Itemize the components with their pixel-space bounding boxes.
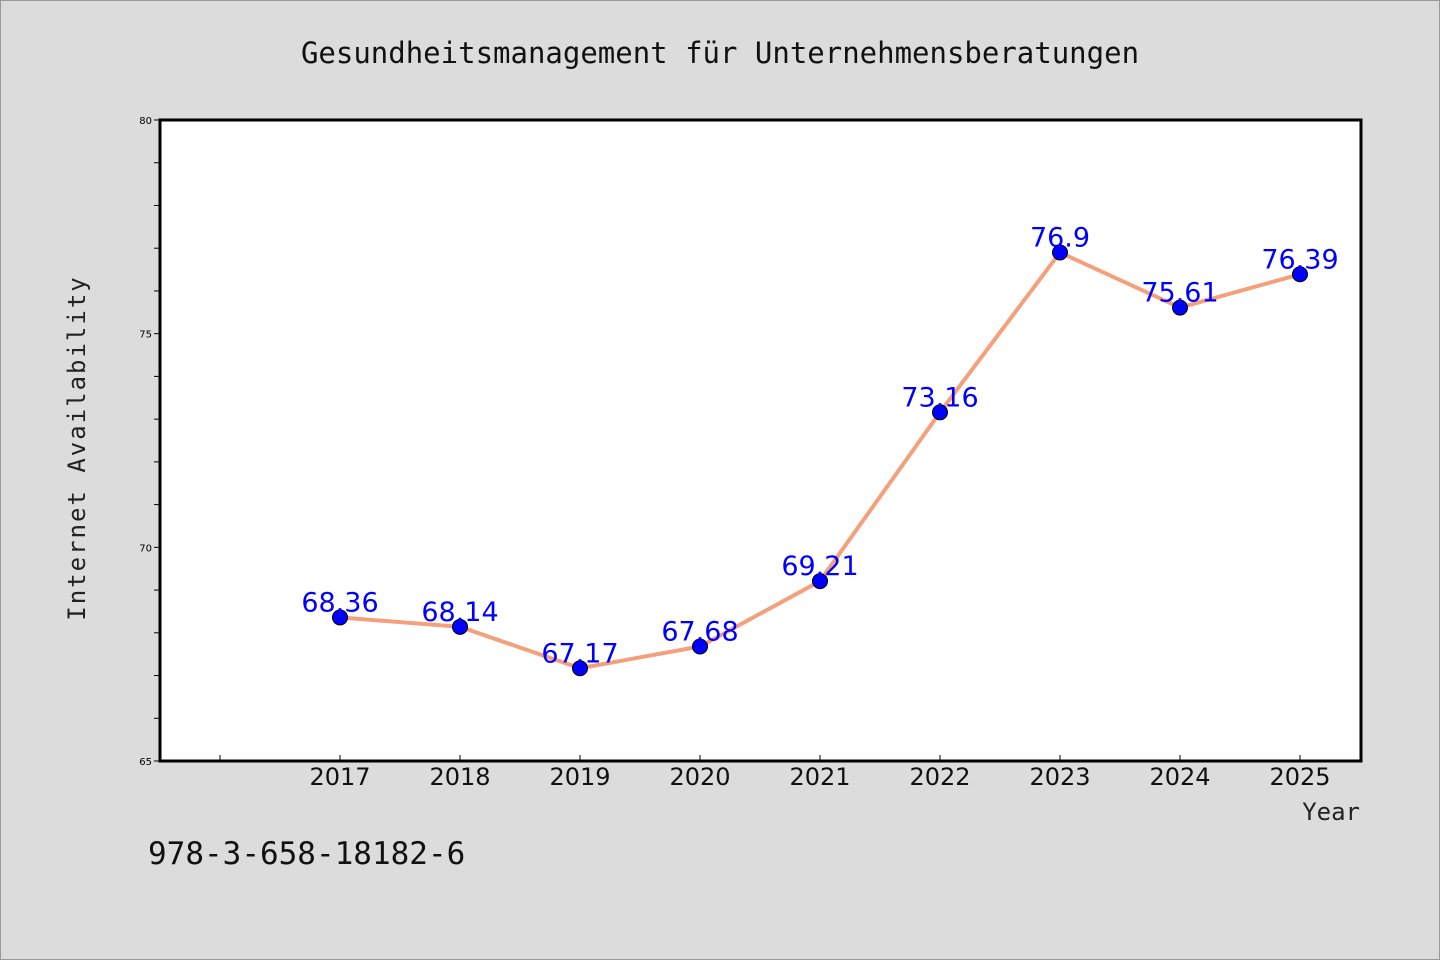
y-tick-label: 80: [139, 116, 152, 127]
y-tick-label: 65: [139, 757, 152, 768]
y-tick-label: 75: [139, 330, 152, 341]
data-point: [332, 609, 348, 626]
data-label: 67.17: [541, 638, 618, 669]
data-point: [812, 573, 828, 590]
x-tick-label: 2018: [429, 763, 490, 791]
data-label: 73.16: [901, 382, 978, 413]
data-point: [572, 660, 588, 677]
data-labels: 68.36 68.14 67.17 67.68 69.21 73.16 76.9 75.61 7…: [301, 222, 1338, 669]
x-tick-label: 2019: [549, 763, 610, 791]
x-tick-label: 2017: [309, 763, 370, 791]
data-point: [1172, 299, 1188, 316]
x-tick-label: 2021: [789, 763, 850, 791]
x-axis: 2017 2018 2019 2020 2021 2022 2023 2024 2025: [219, 755, 1331, 791]
data-label: 69.21: [781, 551, 858, 582]
y-axis: 65 70 75 80: [139, 116, 160, 768]
data-point: [1292, 266, 1308, 283]
data-series: [332, 244, 1308, 677]
data-label: 68.14: [421, 597, 498, 628]
data-label: 76.9: [1030, 222, 1090, 253]
data-point: [452, 618, 468, 635]
y-tick-label: 70: [139, 543, 152, 554]
x-tick-label: 2024: [1149, 763, 1210, 791]
data-label: 67.68: [661, 616, 738, 647]
data-point: [932, 404, 948, 421]
x-axis-label: Year: [1302, 798, 1360, 826]
data-label: 68.36: [301, 587, 378, 618]
x-tick-label: 2023: [1029, 763, 1090, 791]
x-tick-label: 2020: [669, 763, 730, 791]
data-label: 76.39: [1261, 244, 1338, 275]
x-tick-label: 2025: [1269, 763, 1330, 791]
chart-title: Gesundheitsmanagement für Unternehmensbe…: [301, 36, 1139, 70]
plot-area: [158, 118, 1363, 763]
data-label: 75.61: [1141, 278, 1218, 309]
data-point: [692, 638, 708, 655]
x-tick-label: 2022: [909, 763, 970, 791]
data-point: [1052, 244, 1068, 261]
y-axis-label: Internet Availability: [63, 275, 91, 620]
footer-code: 978-3-658-18182-6: [148, 836, 465, 872]
